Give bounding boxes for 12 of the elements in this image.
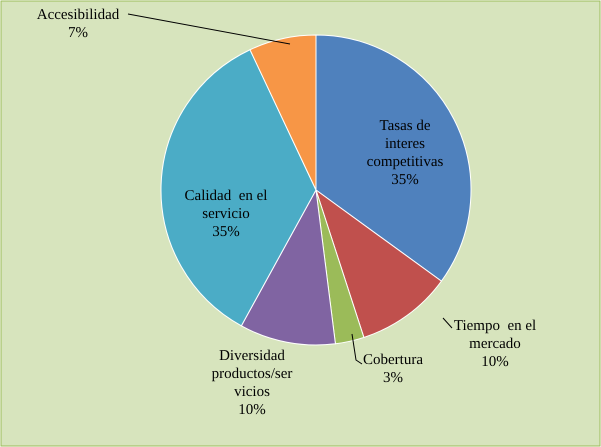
data-label: 10% [481,354,509,370]
slice-label: Cobertura [363,352,424,368]
slice-label: Tiempo en el mercado [454,318,536,352]
slice-label: Diversidad productos/ser vicios [212,348,292,400]
data-label: 35% [391,172,419,188]
data-label: 3% [383,370,403,386]
data-label: 35% [212,224,240,240]
data-label: 7% [68,25,88,41]
slice-label: Calidad en el servicio [184,188,268,222]
data-label: 10% [238,402,266,418]
slice-label: Accesibilidad [36,7,120,23]
slice-label: Tasas de interes competitivas [366,118,444,170]
